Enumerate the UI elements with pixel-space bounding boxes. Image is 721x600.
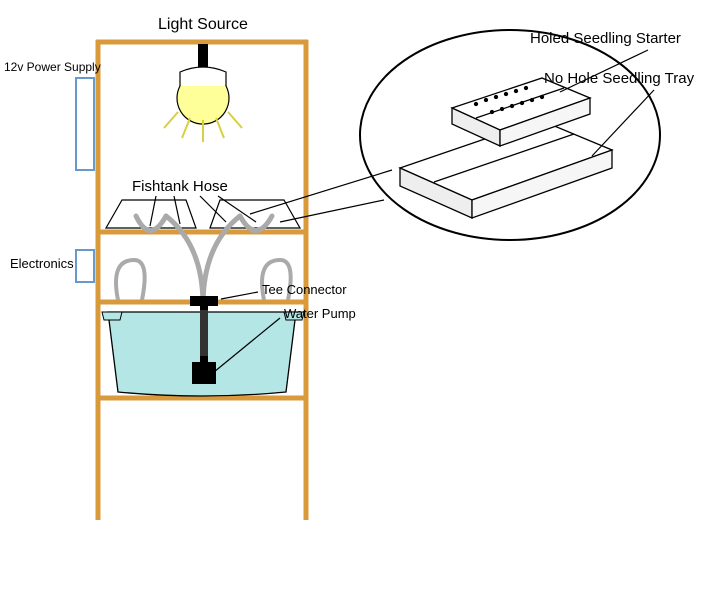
no-hole-tray-label: No Hole Seedling Tray xyxy=(544,70,694,87)
light-source-label: Light Source xyxy=(158,16,248,34)
detail-callout xyxy=(360,30,660,240)
tee-connector-icon xyxy=(190,296,218,310)
tee-connector-label: Tee Connector xyxy=(262,282,347,297)
power-supply-label: 12v Power Supply xyxy=(4,60,101,74)
light-fixture xyxy=(164,44,242,142)
hoses xyxy=(136,216,272,305)
holed-starter-label: Holed Seedling Starter xyxy=(530,30,681,47)
electronics-box xyxy=(76,250,94,282)
water-tub xyxy=(102,296,304,396)
power-supply-box xyxy=(76,78,94,170)
fishtank-hose-label: Fishtank Hose xyxy=(132,178,228,195)
water-pump-label: Water Pump xyxy=(284,306,356,321)
electronics-label: Electronics xyxy=(10,256,74,271)
